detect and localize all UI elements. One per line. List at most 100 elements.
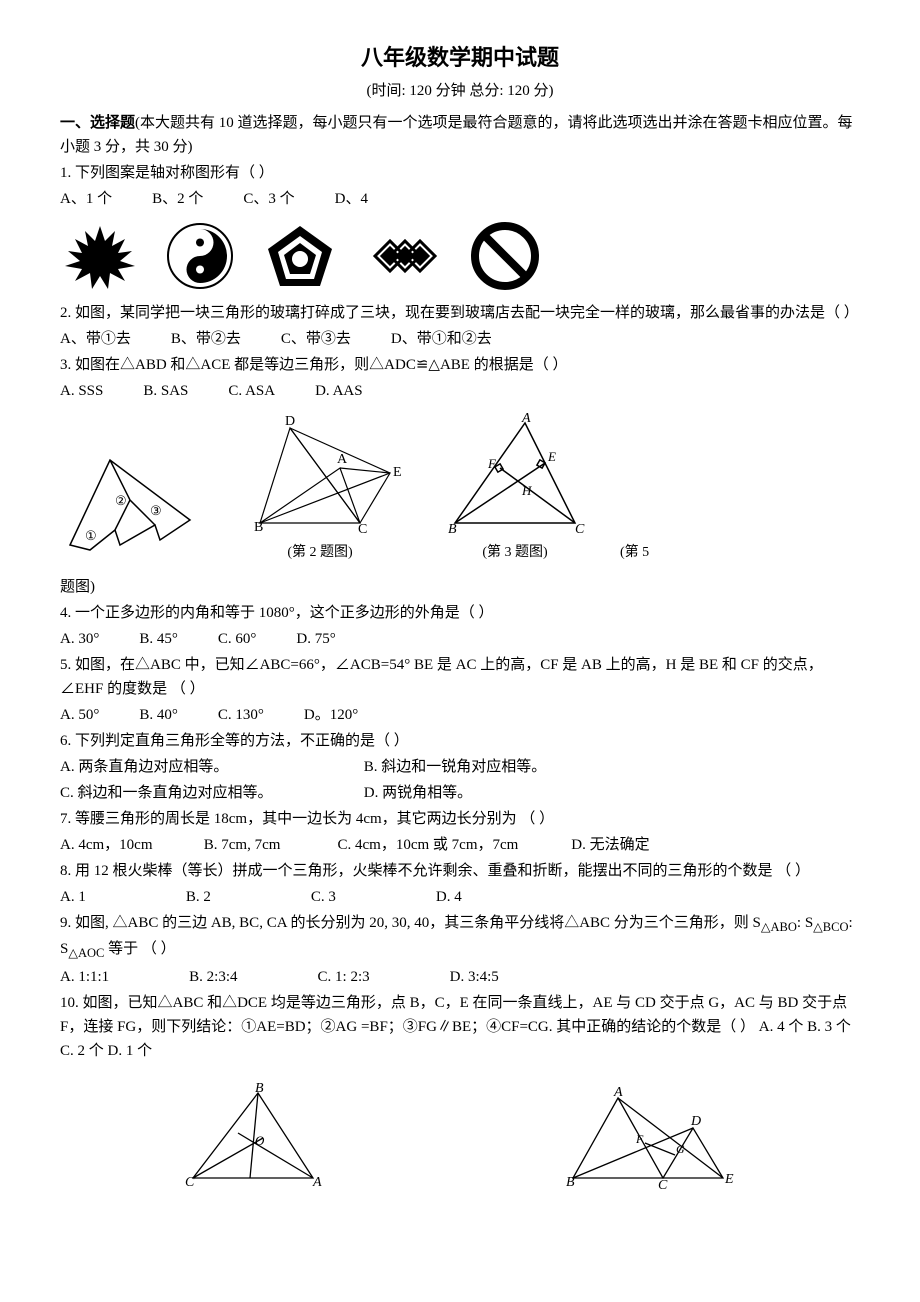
q9-option-a: A. 1:1:1 (60, 965, 109, 989)
figure-2-caption: (第 2 题图) (230, 542, 410, 564)
question-1: 1. 下列图案是轴对称图形有（ ） (60, 161, 860, 185)
svg-text:A: A (312, 1175, 322, 1190)
q3-option-a: A. SSS (60, 379, 103, 403)
question-3: 3. 如图在△ABD 和△ACE 都是等边三角形，则△ADC≌△ABE 的根据是… (60, 353, 860, 377)
q9-sub1: △ABO (761, 920, 797, 934)
figures-row-1: ① ② ③ B C A D E (第 2 题图) (60, 413, 860, 564)
yinyang-icon (160, 221, 240, 291)
figure-5-label: (第 5 (620, 538, 649, 564)
q3-option-c: C. ASA (228, 379, 275, 403)
q9-option-c: C. 1: 2:3 (318, 965, 370, 989)
svg-text:②: ② (115, 493, 127, 508)
svg-text:③: ③ (150, 503, 162, 518)
q5-option-c: C. 130° (218, 703, 264, 727)
q9-text-4: 等于 （ ） (104, 941, 175, 957)
prohibition-icon (470, 221, 540, 291)
svg-text:O: O (255, 1133, 265, 1148)
q9-option-b: B. 2:3:4 (189, 965, 237, 989)
question-6: 6. 下列判定直角三角形全等的方法，不正确的是（ ） (60, 729, 860, 753)
q7-option-b: B. 7cm, 7cm (204, 833, 334, 857)
diamond-pattern-icon (360, 226, 450, 286)
figure-2: ① ② ③ (60, 450, 200, 565)
question-9: 9. 如图, △ABC 的三边 AB, BC, CA 的长分别为 20, 30,… (60, 911, 860, 963)
bottom-figures: B C A O A B C D E F G (60, 1083, 860, 1193)
page-subtitle: (时间: 120 分钟 总分: 120 分) (60, 79, 860, 103)
figure-3: B C A D E (第 2 题图) (230, 413, 410, 564)
q7-option-d: D. 无法确定 (571, 837, 649, 853)
q1-option-a: A、1 个 (60, 187, 112, 211)
section-description: (本大题共有 10 道选择题，每小题只有一个选项是最符合题意的，请将此选项选出并… (60, 115, 853, 155)
q9-sub3: △AOC (68, 946, 104, 960)
q3-option-b: B. SAS (143, 379, 188, 403)
two-triangles-diagram: A B C D E F G (563, 1083, 743, 1193)
q2-option-a: A、带①去 (60, 327, 131, 351)
question-1-options: A、1 个 B、2 个 C、3 个 D、4 (60, 187, 860, 211)
svg-text:E: E (393, 465, 402, 480)
q2-option-d: D、带①和②去 (391, 327, 492, 351)
question-7-options: A. 4cm，10cm B. 7cm, 7cm C. 4cm，10cm 或 7c… (60, 833, 860, 857)
svg-text:F: F (487, 456, 497, 471)
svg-text:①: ① (85, 528, 97, 543)
svg-text:D: D (690, 1114, 701, 1129)
q3-option-d: D. AAS (315, 379, 363, 403)
q7-option-a: A. 4cm，10cm (60, 833, 200, 857)
question-5-options: A. 50° B. 40° C. 130° D。120° (60, 703, 860, 727)
pentagon-icon (260, 221, 340, 291)
svg-text:B: B (254, 520, 263, 535)
svg-text:E: E (547, 449, 556, 464)
svg-text:D: D (285, 414, 295, 429)
q8-option-c: C. 3 (311, 885, 336, 909)
triangle-bisectors-diagram: B C A O (178, 1083, 328, 1193)
q7-option-c: C. 4cm，10cm 或 7cm，7cm (338, 833, 568, 857)
figure-3-caption: (第 3 题图) (440, 542, 590, 564)
q9-option-d: D. 3:4:5 (450, 965, 499, 989)
q8-option-d: D. 4 (436, 885, 462, 909)
svg-text:H: H (521, 483, 532, 498)
figure-5-caption-suffix: 题图) (60, 575, 860, 599)
figure-5-caption-prefix: (第 5 (620, 542, 649, 564)
q2-option-b: B、带②去 (171, 327, 241, 351)
section-label: 一、选择题 (60, 115, 135, 131)
svg-text:F: F (635, 1132, 644, 1146)
svg-text:A: A (613, 1085, 623, 1100)
q6-option-b: B. 斜边和一锐角对应相等。 (364, 759, 547, 775)
question-5: 5. 如图，在△ABC 中，已知∠ABC=66°，∠ACB=54° BE 是 A… (60, 653, 860, 701)
question-2: 2. 如图，某同学把一块三角形的玻璃打碎成了三块，现在要到玻璃店去配一块完全一样… (60, 301, 860, 325)
svg-text:G: G (676, 1142, 685, 1156)
q4-option-a: A. 30° (60, 627, 99, 651)
leaf-icon (60, 221, 140, 291)
q1-option-d: D、4 (335, 187, 368, 211)
question-3-options: A. SSS B. SAS C. ASA D. AAS (60, 379, 860, 403)
q9-text-2: : S (797, 915, 813, 931)
svg-text:B: B (255, 1083, 264, 1096)
svg-text:E: E (724, 1172, 734, 1187)
question-8: 8. 用 12 根火柴棒（等长）拼成一个三角形，火柴棒不允许剩余、重叠和折断，能… (60, 859, 860, 883)
figure-5: A B C E F H (第 3 题图) (440, 413, 590, 564)
question-4: 4. 一个正多边形的内角和等于 1080°，这个正多边形的外角是（ ） (60, 601, 860, 625)
q5-option-d: D。120° (304, 703, 358, 727)
question-4-options: A. 30° B. 45° C. 60° D. 75° (60, 627, 860, 651)
q4-option-d: D. 75° (296, 627, 335, 651)
question-6-options-row2: C. 斜边和一条直角边对应相等。 D. 两锐角相等。 (60, 781, 860, 805)
svg-text:C: C (575, 522, 585, 537)
q8-option-a: A. 1 (60, 885, 86, 909)
q2-option-c: C、带③去 (281, 327, 351, 351)
triangle-abd-ace-diagram: B C A D E (230, 413, 410, 538)
q9-text-1: 9. 如图, △ABC 的三边 AB, BC, CA 的长分别为 20, 30,… (60, 915, 761, 931)
q9-sub2: △BCO (813, 920, 848, 934)
triangle-heights-diagram: A B C E F H (440, 413, 590, 538)
svg-text:B: B (566, 1175, 575, 1190)
page-title: 八年级数学期中试题 (60, 40, 860, 75)
q8-option-b: B. 2 (186, 885, 211, 909)
section-1-header: 一、选择题(本大题共有 10 道选择题，每小题只有一个选项是最符合题意的，请将此… (60, 111, 860, 159)
question-9-options: A. 1:1:1 B. 2:3:4 C. 1: 2:3 D. 3:4:5 (60, 965, 860, 989)
q5-option-b: B. 40° (139, 703, 178, 727)
q1-option-c: C、3 个 (243, 187, 294, 211)
question-6-options-row1: A. 两条直角边对应相等。 B. 斜边和一锐角对应相等。 (60, 755, 860, 779)
question-10: 10. 如图，已知△ABC 和△DCE 均是等边三角形，点 B，C，E 在同一条… (60, 991, 860, 1063)
question-7: 7. 等腰三角形的周长是 18cm，其中一边长为 4cm，其它两边长分别为 （ … (60, 807, 860, 831)
q5-option-a: A. 50° (60, 703, 99, 727)
question-2-options: A、带①去 B、带②去 C、带③去 D、带①和②去 (60, 327, 860, 351)
svg-text:C: C (358, 522, 367, 537)
svg-text:A: A (337, 452, 348, 467)
